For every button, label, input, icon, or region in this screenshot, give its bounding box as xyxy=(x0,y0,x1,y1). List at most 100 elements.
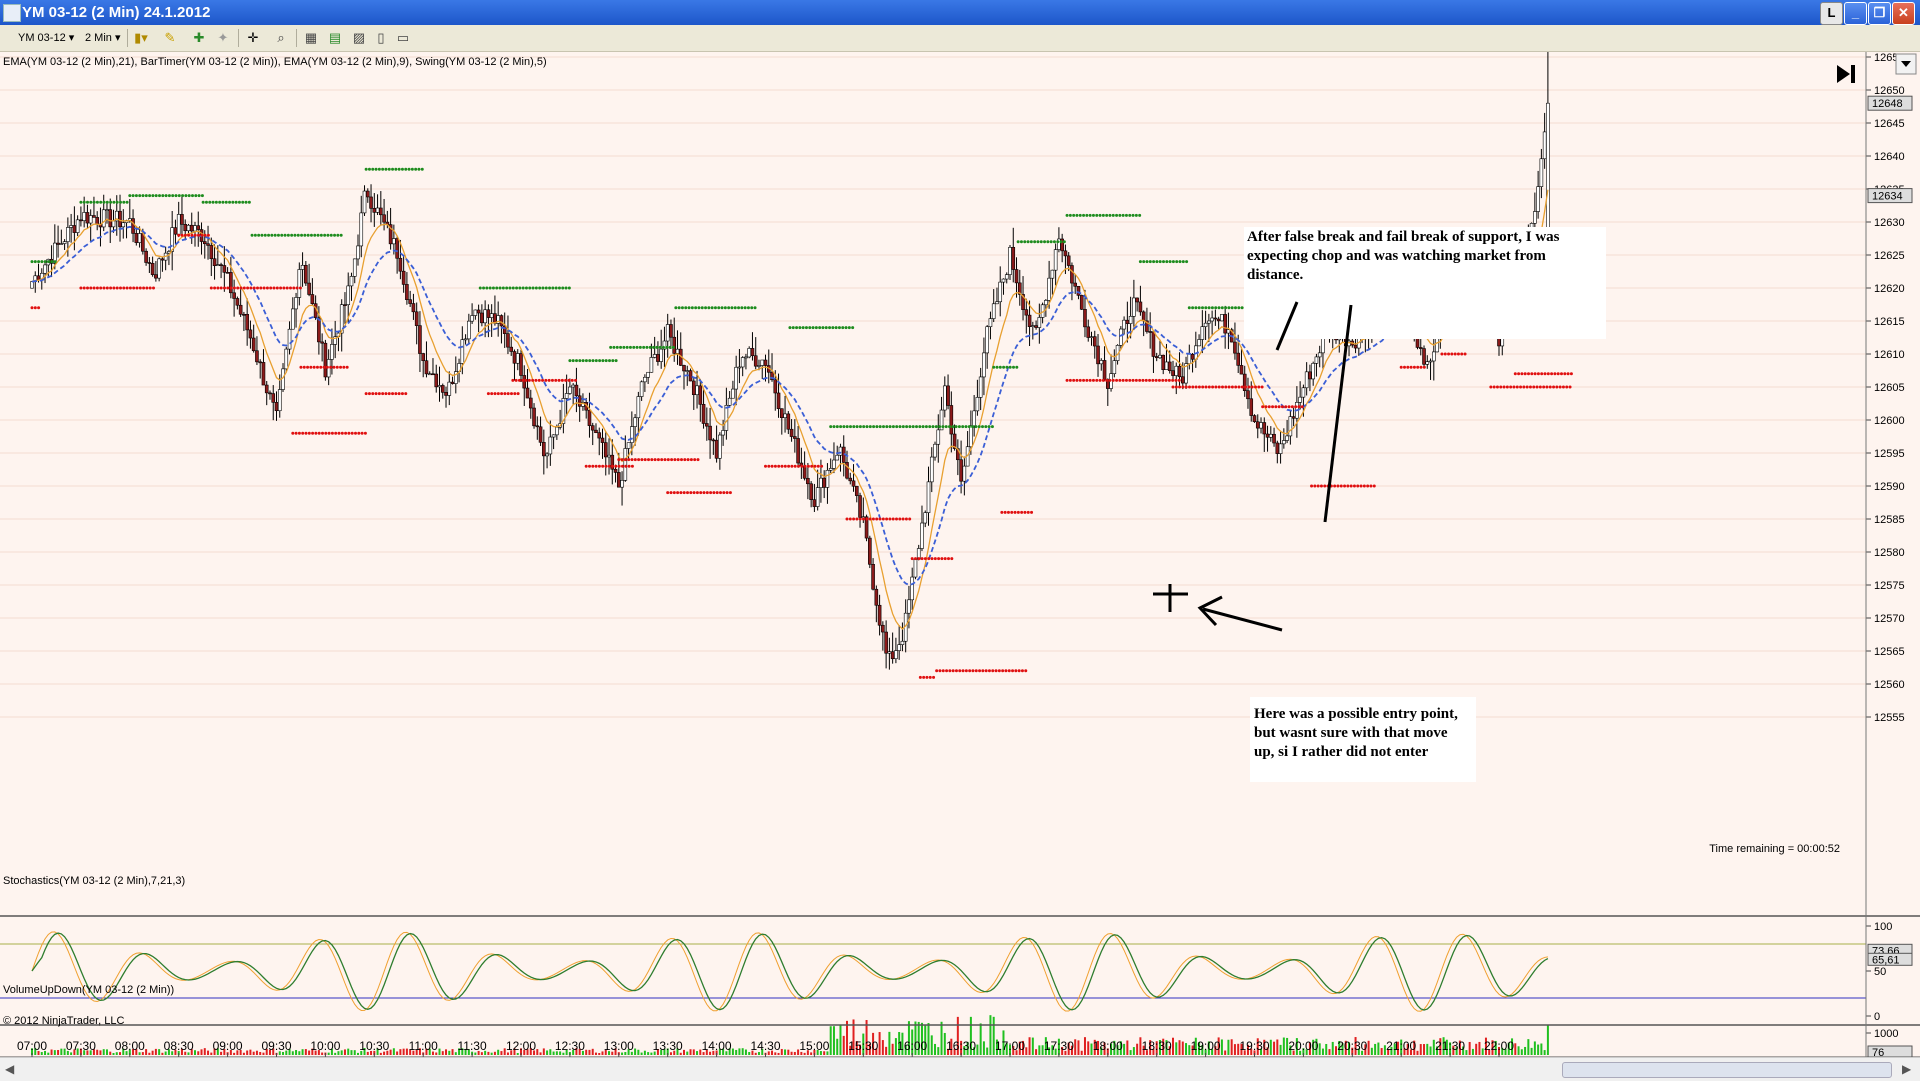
volume-bar xyxy=(894,1038,897,1055)
candle xyxy=(95,211,99,231)
candle xyxy=(1031,321,1035,340)
volume-bar xyxy=(158,1049,161,1055)
candle xyxy=(877,594,882,636)
volume-bar xyxy=(950,1038,953,1055)
close-button[interactable]: ✕ xyxy=(1892,2,1915,25)
volume-bar xyxy=(725,1051,728,1055)
crosshair-icon[interactable]: ✛ xyxy=(247,30,259,45)
price-tick-label: 12625 xyxy=(1874,250,1905,262)
candle xyxy=(1239,346,1244,375)
svg-text:12634: 12634 xyxy=(1872,191,1903,203)
volume-bar xyxy=(862,1033,865,1055)
scroll-to-end-icon[interactable] xyxy=(1837,65,1855,83)
volume-bar xyxy=(1191,1045,1194,1055)
copy-icon[interactable]: ▯ xyxy=(377,30,385,45)
volume-bar xyxy=(207,1050,210,1055)
candle xyxy=(1171,360,1175,381)
candle xyxy=(1004,272,1009,284)
instrument-selector[interactable]: YM 03-12 ▾ xyxy=(18,32,75,44)
candle xyxy=(320,333,324,362)
candle xyxy=(369,184,373,223)
volume-bar xyxy=(448,1050,451,1055)
chart-trader-icon[interactable]: ▨ xyxy=(352,30,366,45)
volume-bar xyxy=(1504,1049,1507,1055)
volume-bar xyxy=(1416,1050,1419,1055)
volume-bar xyxy=(223,1049,226,1055)
interval-selector[interactable]: 2 Min ▾ xyxy=(85,32,121,44)
indicator-icon[interactable]: ✚ xyxy=(193,30,205,45)
volume-bar xyxy=(1070,1045,1073,1055)
candle xyxy=(1109,354,1113,392)
link-button[interactable]: L xyxy=(1820,2,1843,25)
properties-icon[interactable]: ▦ xyxy=(304,30,318,45)
candle xyxy=(1024,298,1029,334)
volume-bar xyxy=(920,1022,923,1055)
pointer-line xyxy=(1275,301,1299,351)
volume-bar xyxy=(1406,1043,1409,1055)
scroll-right-icon[interactable]: ▶ xyxy=(1902,1062,1912,1076)
candle xyxy=(1278,430,1283,464)
volume-bar xyxy=(1172,1037,1174,1055)
volume-bar xyxy=(1380,1048,1383,1055)
volume-bar xyxy=(800,1051,803,1055)
candle xyxy=(56,225,60,258)
candle xyxy=(59,229,64,245)
candle xyxy=(809,481,813,508)
candle xyxy=(229,256,233,299)
volume-bar xyxy=(1302,1048,1305,1055)
strategy-icon[interactable]: ✦ xyxy=(217,30,229,45)
volume-bar xyxy=(1471,1048,1474,1055)
pencil-icon[interactable]: ✎ xyxy=(164,30,176,45)
volume-bar xyxy=(520,1048,522,1055)
svg-text:65,61: 65,61 xyxy=(1872,954,1900,966)
horizontal-scrollbar[interactable]: ◀ ▶ xyxy=(0,1057,1920,1081)
axis-dropdown-icon[interactable] xyxy=(1895,53,1917,75)
minimize-button[interactable]: _ xyxy=(1844,2,1867,25)
candle xyxy=(300,252,305,287)
candle xyxy=(522,365,527,406)
candle xyxy=(1151,331,1156,373)
volume-bar xyxy=(31,1048,33,1055)
swing-low-dots xyxy=(910,557,954,561)
volume-bar xyxy=(643,1050,646,1055)
volume-bar xyxy=(503,1048,506,1055)
scroll-left-icon[interactable]: ◀ xyxy=(5,1062,15,1076)
volume-bar xyxy=(904,1044,907,1055)
swing-high-dots xyxy=(1065,213,1142,217)
volume-bar xyxy=(487,1051,490,1055)
scroll-thumb[interactable] xyxy=(1562,1062,1892,1078)
volume-bar xyxy=(1354,1037,1357,1055)
volume-bar xyxy=(917,1021,920,1055)
volume-bar xyxy=(154,1048,157,1055)
candle xyxy=(1001,278,1006,295)
candle xyxy=(222,246,227,292)
candle xyxy=(225,267,230,274)
volume-bar xyxy=(477,1050,480,1055)
candle xyxy=(548,420,553,466)
volume-bar xyxy=(1217,1037,1220,1055)
candle xyxy=(1233,322,1237,360)
bar-style-icon[interactable]: ▮▾ xyxy=(134,30,148,45)
restore-button[interactable]: ❐ xyxy=(1868,2,1891,25)
candle xyxy=(176,201,181,238)
candle xyxy=(910,567,915,610)
volume-bar xyxy=(859,1044,862,1055)
candle xyxy=(352,258,357,284)
data-box-icon[interactable]: ▤ xyxy=(328,30,342,45)
volume-bar xyxy=(1289,1045,1292,1055)
volume-bar xyxy=(44,1050,47,1055)
candle xyxy=(1216,316,1221,330)
candle xyxy=(828,458,833,473)
candle xyxy=(101,194,106,232)
snapshot-icon[interactable]: ▭ xyxy=(396,30,410,45)
volume-bar xyxy=(1227,1039,1230,1055)
candle xyxy=(542,429,546,475)
volume-bar xyxy=(914,1021,917,1055)
volume-bar xyxy=(1543,1050,1546,1055)
candle xyxy=(271,385,276,421)
volume-bar xyxy=(458,1048,461,1055)
indicator-label: EMA(YM 03-12 (2 Min),21), BarTimer(YM 03… xyxy=(3,56,547,68)
zoom-icon[interactable]: ⌕ xyxy=(277,30,285,45)
